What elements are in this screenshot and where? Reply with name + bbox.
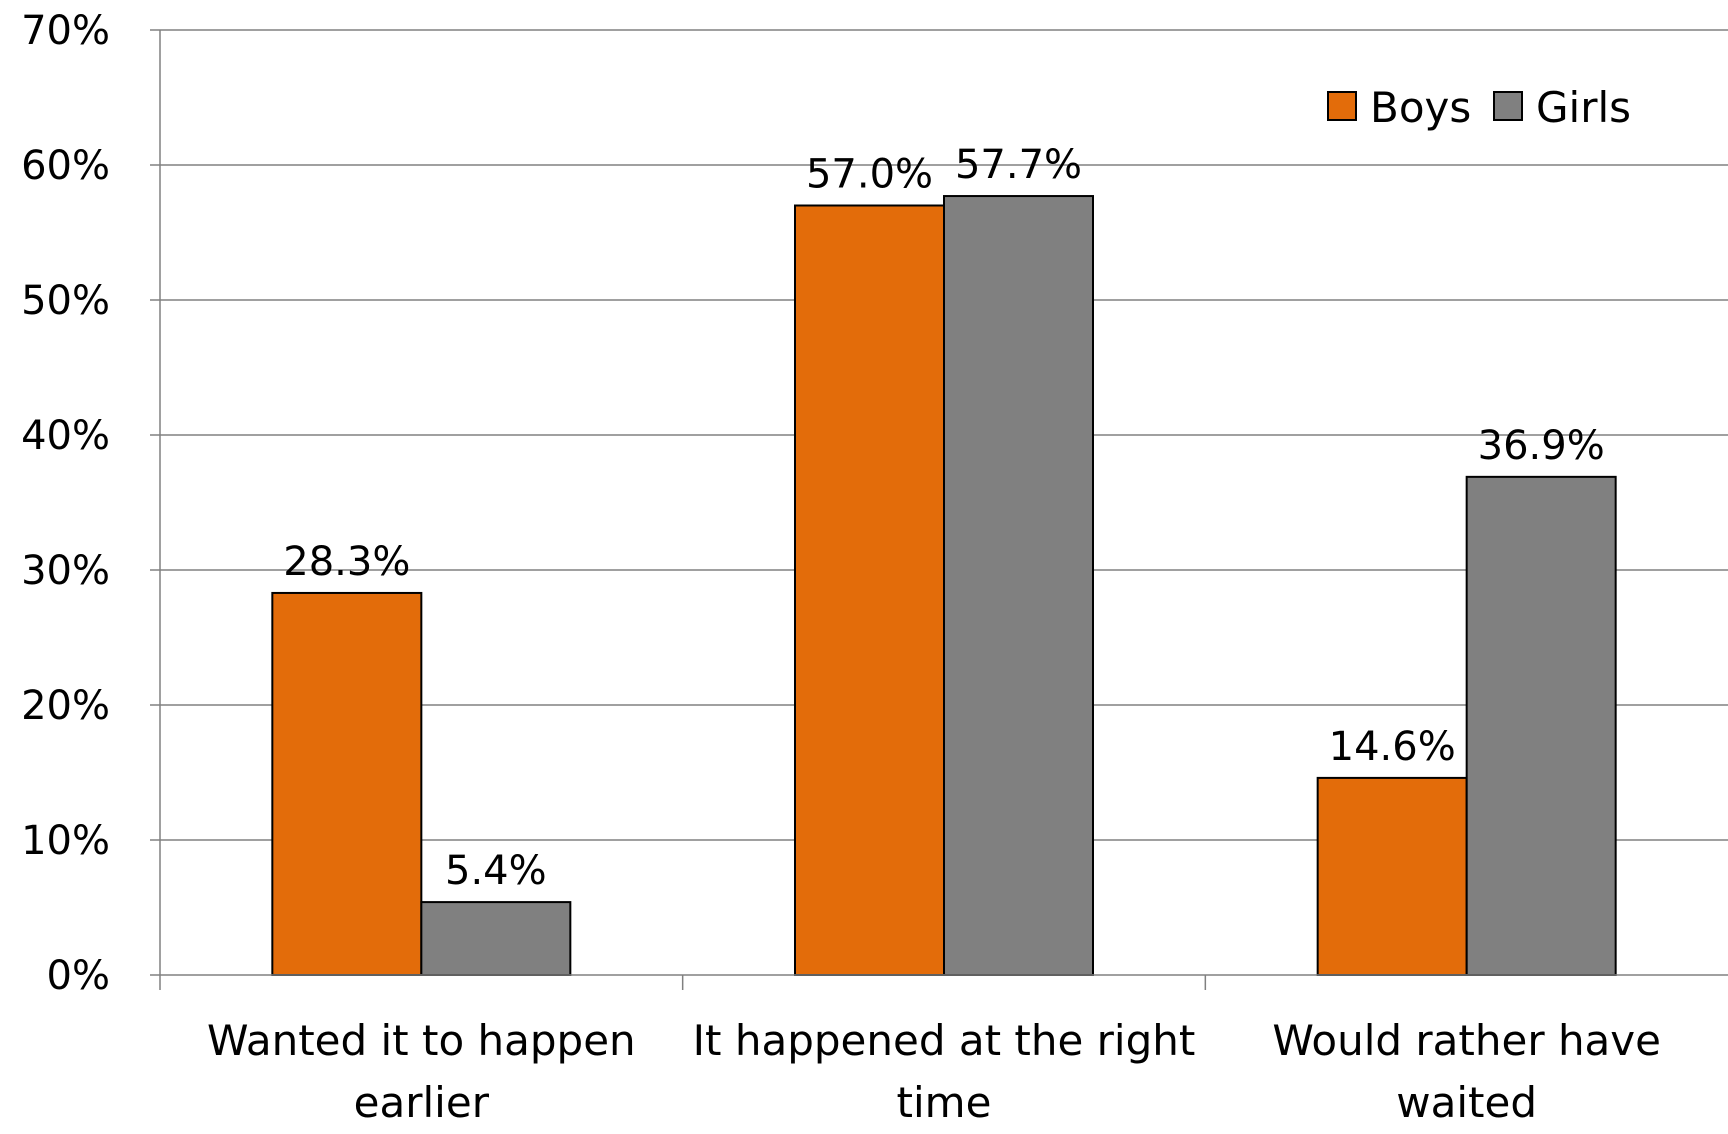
legend-swatch-boys	[1327, 91, 1357, 121]
x-category-label: Wanted it to happen earlier	[207, 1016, 636, 1127]
legend-label-boys: Boys	[1370, 83, 1471, 132]
x-category-label: It happened at the right time	[693, 1016, 1196, 1127]
x-category-label: Would rather have waited	[1272, 1016, 1661, 1127]
legend-swatch-girls	[1493, 91, 1523, 121]
bar-girls	[1465, 475, 1617, 976]
y-tick-label: 30%	[21, 548, 110, 594]
data-label: 5.4%	[445, 848, 547, 894]
y-tick-label: 0%	[47, 953, 110, 999]
data-label: 28.3%	[283, 539, 410, 585]
axes	[150, 29, 1728, 990]
bar-boys	[794, 204, 945, 976]
y-tick-label: 70%	[21, 8, 110, 54]
labels: 0% 10% 20% 30% 40% 50% 60% 70% 28.3% 5.4% Wanted i…	[21, 8, 1661, 1127]
bars	[271, 195, 1617, 977]
data-label: 14.6%	[1329, 724, 1456, 770]
y-tick-label: 50%	[21, 278, 110, 324]
y-tick-label: 60%	[21, 143, 110, 189]
data-label: 57.7%	[955, 142, 1082, 188]
y-tick-label: 10%	[21, 818, 110, 864]
bar-boys	[271, 591, 423, 976]
data-label: 36.9%	[1478, 423, 1605, 469]
y-tick-label: 20%	[21, 683, 110, 729]
legend-label-girls: Girls	[1536, 83, 1631, 132]
y-tick-label: 40%	[21, 413, 110, 459]
bar-girls	[943, 195, 1094, 977]
data-label: 57.0%	[806, 152, 933, 198]
bar-boys	[1316, 776, 1468, 977]
bar-girls	[420, 901, 572, 976]
legend: Boys Girls	[1327, 83, 1631, 132]
